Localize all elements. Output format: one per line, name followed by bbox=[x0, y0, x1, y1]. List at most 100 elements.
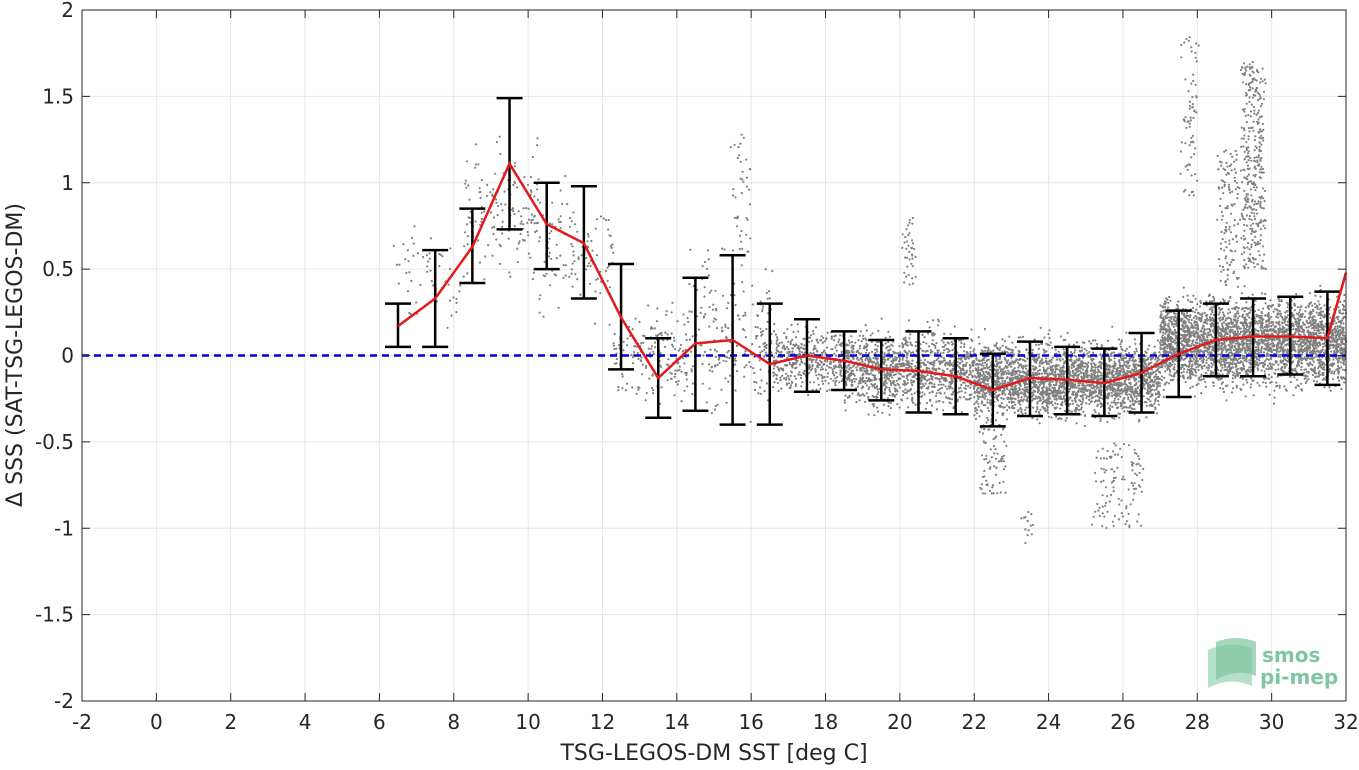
scatter-point bbox=[959, 371, 962, 374]
scatter-point bbox=[881, 411, 884, 414]
scatter-point bbox=[535, 229, 538, 232]
scatter-point bbox=[675, 380, 678, 384]
scatter-point bbox=[1055, 415, 1058, 418]
scatter-point bbox=[759, 327, 762, 330]
scatter-point bbox=[1092, 339, 1095, 342]
scatter-point bbox=[1071, 393, 1074, 396]
scatter-point bbox=[872, 374, 875, 377]
scatter-point bbox=[843, 399, 846, 402]
scatter-point bbox=[477, 163, 480, 166]
scatter-point bbox=[859, 376, 862, 379]
scatter-point bbox=[928, 326, 931, 329]
scatter-point bbox=[912, 380, 915, 383]
scatter-point bbox=[1062, 348, 1065, 351]
scatter-point bbox=[1120, 340, 1123, 343]
scatter-point bbox=[765, 346, 768, 349]
scatter-point bbox=[1125, 364, 1128, 367]
scatter-point bbox=[602, 217, 605, 220]
scatter-point bbox=[1100, 392, 1103, 395]
scatter-point bbox=[1040, 393, 1043, 396]
scatter-point bbox=[1129, 400, 1132, 403]
scatter-point bbox=[653, 341, 657, 344]
scatter-point bbox=[761, 307, 764, 310]
scatter-point bbox=[637, 357, 640, 361]
scatter-point bbox=[1009, 378, 1012, 382]
scatter-point bbox=[688, 283, 691, 286]
scatter-point bbox=[1017, 396, 1020, 399]
scatter-point bbox=[999, 376, 1003, 379]
scatter-point bbox=[527, 234, 530, 237]
scatter-point bbox=[1158, 382, 1162, 385]
scatter-point bbox=[986, 379, 990, 383]
scatter-point bbox=[1068, 409, 1071, 412]
scatter-point bbox=[839, 373, 842, 376]
scatter-point bbox=[1051, 346, 1054, 349]
scatter-point bbox=[650, 347, 653, 350]
scatter-point bbox=[890, 383, 893, 387]
scatter-point bbox=[864, 337, 867, 340]
scatter-point bbox=[1145, 381, 1148, 384]
scatter-point bbox=[1049, 383, 1052, 387]
scatter-point bbox=[715, 318, 718, 321]
scatter-point bbox=[790, 363, 794, 366]
scatter-point bbox=[1085, 389, 1088, 392]
scatter-point bbox=[830, 335, 834, 338]
scatter-point bbox=[1057, 395, 1060, 398]
scatter-point bbox=[935, 392, 938, 395]
scatter-point bbox=[1012, 394, 1015, 397]
scatter-point bbox=[811, 367, 814, 370]
scatter-point bbox=[1128, 393, 1131, 396]
scatter-point bbox=[1119, 395, 1122, 398]
scatter-point bbox=[714, 408, 717, 411]
scatter-point bbox=[1038, 365, 1041, 368]
scatter-point bbox=[949, 333, 952, 336]
scatter-point bbox=[774, 373, 777, 376]
scatter-point bbox=[986, 401, 989, 404]
scatter-point bbox=[923, 378, 927, 381]
scatter-point bbox=[1095, 387, 1098, 390]
scatter-point bbox=[1048, 387, 1051, 390]
scatter-point bbox=[931, 342, 934, 345]
scatter-point bbox=[822, 382, 825, 385]
scatter-point bbox=[1059, 335, 1062, 338]
scatter-point bbox=[426, 265, 429, 268]
scatter-point bbox=[861, 366, 865, 369]
scatter-point bbox=[1116, 367, 1119, 370]
scatter-point bbox=[1131, 399, 1134, 402]
scatter-point bbox=[814, 371, 817, 374]
scatter-point bbox=[1151, 388, 1154, 391]
scatter-point bbox=[783, 377, 786, 380]
scatter-point bbox=[428, 252, 431, 255]
scatter-point bbox=[1147, 386, 1150, 389]
scatter-point bbox=[640, 342, 643, 345]
scatter-point bbox=[899, 365, 902, 368]
scatter-point bbox=[908, 372, 911, 375]
scatter-point bbox=[691, 335, 694, 338]
scatter-point bbox=[522, 207, 525, 210]
scatter-point bbox=[1001, 344, 1004, 347]
scatter-point bbox=[631, 328, 634, 331]
scatter-point bbox=[797, 373, 800, 376]
scatter-point bbox=[791, 338, 794, 342]
scatter-point bbox=[416, 252, 419, 255]
scatter-point bbox=[635, 392, 638, 395]
scatter-point bbox=[861, 385, 864, 388]
scatter-point bbox=[1008, 401, 1011, 404]
scatter-point bbox=[555, 243, 558, 246]
scatter-point bbox=[1095, 390, 1098, 394]
scatter-point bbox=[820, 360, 823, 364]
scatter-point bbox=[887, 349, 890, 352]
scatter-point bbox=[612, 342, 615, 345]
scatter-point bbox=[798, 350, 801, 353]
scatter-point bbox=[851, 351, 854, 354]
scatter-point bbox=[1054, 366, 1057, 369]
scatter-point bbox=[680, 370, 683, 373]
scatter-point bbox=[972, 349, 975, 352]
scatter-point bbox=[1073, 361, 1076, 365]
scatter-point bbox=[464, 182, 467, 185]
scatter-point bbox=[1042, 400, 1045, 404]
scatter-point bbox=[835, 371, 838, 374]
scatter-point bbox=[1137, 380, 1140, 383]
scatter-point bbox=[462, 275, 465, 278]
scatter-point bbox=[1090, 378, 1094, 381]
